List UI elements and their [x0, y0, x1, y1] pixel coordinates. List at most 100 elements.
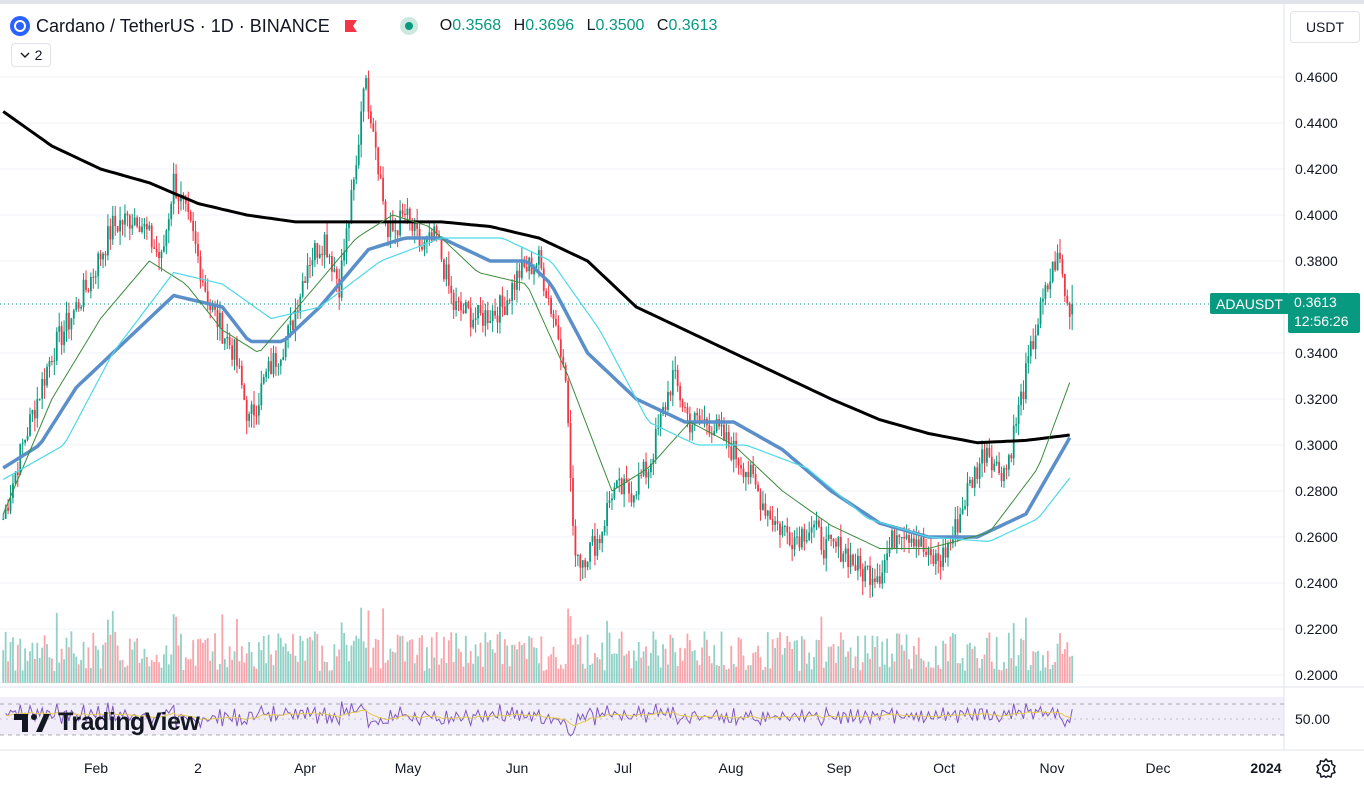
- price-tick-label: 0.4400: [1295, 115, 1338, 131]
- volume-bar: [141, 658, 143, 683]
- candle-body: [615, 480, 618, 488]
- candle-body: [323, 234, 326, 256]
- candle-body: [927, 549, 930, 555]
- volume-bar: [1039, 670, 1042, 683]
- volume-bar: [557, 668, 560, 683]
- volume-bar: [874, 647, 876, 683]
- volume-bar: [260, 650, 263, 683]
- volume-bar: [85, 668, 87, 683]
- volume-bar: [859, 670, 862, 683]
- volume-bar: [891, 653, 893, 683]
- candle-body: [954, 519, 957, 539]
- volume-bar: [628, 650, 630, 683]
- volume-bar: [606, 620, 608, 683]
- candle-body: [1066, 295, 1069, 304]
- volume-bar: [1059, 633, 1061, 683]
- candle-body: [501, 295, 504, 307]
- price-tick-label: 0.2800: [1295, 483, 1338, 499]
- candle-body: [822, 550, 825, 559]
- volume-bar: [43, 635, 46, 683]
- candle-body: [837, 537, 840, 547]
- ohlc-values: O0.3568 H0.3696 L0.3500 C0.3613: [440, 17, 718, 35]
- high-value: 0.3696: [525, 17, 575, 34]
- volume-bar: [1044, 667, 1047, 683]
- candle-body: [930, 549, 932, 556]
- volume-bar: [170, 654, 173, 683]
- volume-bar: [674, 652, 677, 683]
- volume-bar: [669, 634, 672, 683]
- volume-bar: [150, 660, 153, 683]
- candle-body: [440, 238, 443, 260]
- indicators-collapse-button[interactable]: 2: [11, 43, 51, 67]
- volume-bar: [645, 646, 647, 683]
- volume-bar: [1027, 669, 1030, 683]
- chevron-down-icon: [20, 52, 30, 58]
- candle-body: [72, 310, 75, 319]
- close-value: 0.3613: [668, 17, 718, 34]
- candle-body: [835, 541, 837, 547]
- volume-bar: [377, 639, 380, 683]
- low-label: L: [586, 17, 596, 34]
- candle-body: [562, 356, 565, 366]
- candle-body: [1000, 472, 1003, 482]
- tradingview-logo[interactable]: TradingView: [14, 708, 200, 737]
- volume-bar: [1054, 661, 1057, 683]
- volume-bar: [818, 640, 820, 683]
- candle-body: [657, 427, 660, 429]
- flag-icon[interactable]: [344, 19, 358, 33]
- candle-body: [878, 576, 881, 584]
- volume-bar: [362, 641, 365, 683]
- volume-bar: [620, 631, 623, 683]
- candle-body: [97, 253, 100, 277]
- currency-selector[interactable]: USDT: [1290, 11, 1360, 43]
- volume-bar: [861, 662, 864, 683]
- symbol-title[interactable]: Cardano / TetherUS · 1D · BINANCE: [36, 15, 330, 36]
- cardano-logo-icon: [10, 16, 30, 36]
- candle-body: [545, 290, 548, 298]
- volume-bar: [438, 664, 440, 683]
- candle-body: [771, 519, 774, 525]
- candle-body: [1010, 455, 1013, 459]
- candle-body: [231, 345, 233, 360]
- volume-bar: [184, 657, 187, 683]
- candle-body: [496, 315, 499, 323]
- volume-bar: [153, 661, 156, 683]
- candle-body: [525, 266, 528, 272]
- candle-body: [372, 123, 375, 132]
- candle-body: [839, 537, 842, 562]
- candle-body: [184, 199, 187, 204]
- volume-bar: [206, 638, 209, 683]
- candle-body: [871, 578, 874, 585]
- candle-body: [766, 510, 769, 516]
- volume-bar: [688, 640, 691, 683]
- candle-body: [915, 539, 918, 547]
- candle-body: [581, 560, 584, 568]
- candle-body: [55, 331, 58, 361]
- volume-bar: [138, 662, 141, 683]
- volume-bar: [1005, 668, 1008, 683]
- volume-bar: [740, 639, 742, 683]
- candle-body: [886, 553, 889, 561]
- volume-bar: [1049, 668, 1052, 683]
- volume-bar: [601, 642, 604, 683]
- candle-body: [326, 234, 328, 258]
- volume-bar: [898, 633, 901, 683]
- candle-body: [891, 530, 893, 548]
- market-status-icon[interactable]: [399, 17, 418, 35]
- volume-bar: [737, 637, 740, 683]
- volume-bar: [245, 653, 248, 683]
- candle-body: [109, 226, 112, 240]
- volume-bar: [158, 662, 160, 683]
- candle-body: [598, 538, 601, 544]
- candle-body: [516, 270, 518, 290]
- candle-body: [257, 405, 260, 416]
- volume-bar: [664, 648, 667, 683]
- candle-body: [555, 318, 557, 326]
- candle-body: [956, 519, 959, 533]
- candle-body: [813, 524, 815, 528]
- candle-body: [126, 213, 129, 216]
- volume-bar: [555, 657, 557, 683]
- volume-bar: [849, 647, 852, 683]
- gear-icon[interactable]: [1314, 756, 1338, 780]
